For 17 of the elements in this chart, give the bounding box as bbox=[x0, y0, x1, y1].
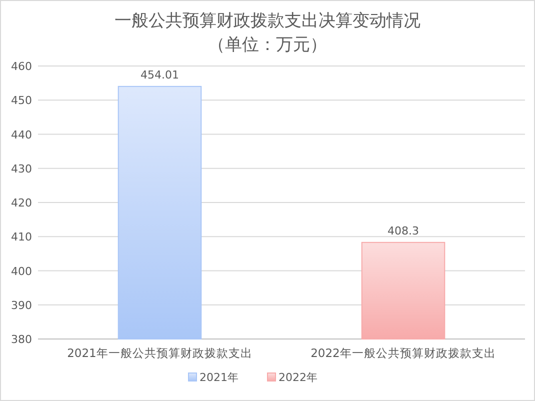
y-tick-label: 400 bbox=[11, 264, 32, 278]
chart-subtitle: （单位：万元） bbox=[208, 35, 327, 55]
y-tick-label: 460 bbox=[11, 60, 32, 73]
data-label: 454.01 bbox=[140, 68, 179, 82]
chart-title: 一般公共预算财政拨款支出决算变动情况 bbox=[114, 11, 420, 31]
legend-label: 2021年 bbox=[200, 371, 238, 384]
y-tick-label: 420 bbox=[11, 196, 32, 210]
y-tick-label: 390 bbox=[11, 298, 32, 312]
x-tick-label: 2021年一般公共预算财政拨款支出 bbox=[67, 346, 252, 360]
y-tick-label: 450 bbox=[11, 94, 32, 108]
legend-label: 2022年 bbox=[278, 371, 318, 384]
x-tick-label: 2022年一般公共预算财政拨款支出 bbox=[310, 346, 496, 360]
y-tick-label: 430 bbox=[11, 162, 32, 176]
y-tick-label: 380 bbox=[11, 333, 32, 346]
data-label: 408.3 bbox=[388, 224, 419, 238]
y-tick-label: 410 bbox=[11, 230, 32, 244]
y-tick-label: 440 bbox=[11, 128, 32, 142]
